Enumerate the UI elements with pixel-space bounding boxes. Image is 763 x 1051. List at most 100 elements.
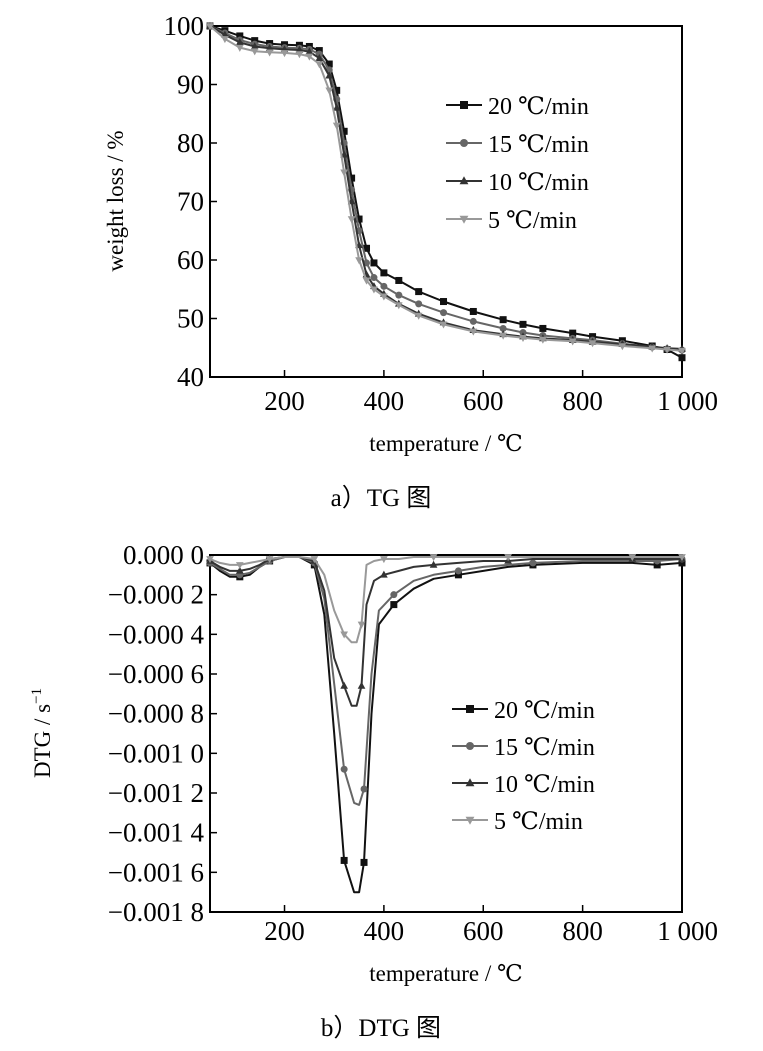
y-axis-label: weight loss / % (103, 130, 128, 271)
data-point (235, 38, 244, 46)
data-point (653, 561, 661, 569)
series-line (209, 556, 683, 894)
data-point (569, 329, 577, 337)
data-point (390, 601, 398, 609)
data-point (235, 44, 244, 52)
data-point (348, 174, 356, 182)
data-point (363, 244, 371, 252)
data-point (440, 298, 448, 306)
data-point (332, 103, 341, 111)
y-tick-label: −0.001 8 (108, 897, 204, 927)
legend-label: 20 ℃/min (488, 94, 589, 120)
plot-frame (209, 554, 683, 913)
series-line (209, 25, 683, 350)
data-point (429, 554, 438, 562)
y-tick-label: −0.000 4 (108, 619, 205, 649)
data-point (370, 286, 378, 294)
data-point (499, 332, 507, 340)
data-point (305, 53, 314, 61)
data-point (440, 309, 448, 317)
data-point (395, 276, 403, 284)
data-point (394, 302, 403, 310)
data-point (221, 36, 229, 44)
data-point (380, 570, 388, 578)
data-point (380, 293, 388, 301)
y-axis-label-superscript: −1 (29, 688, 45, 704)
data-point (628, 554, 637, 562)
data-point (370, 259, 378, 267)
legend-marker (459, 176, 469, 185)
data-point (454, 567, 462, 575)
y-tick-label: −0.000 6 (108, 659, 204, 689)
x-tick-label: 200 (264, 386, 305, 416)
y-tick-label: 90 (177, 70, 204, 100)
data-point (415, 288, 423, 296)
x-tick-label: 400 (364, 916, 405, 946)
legend-label: 10 ℃/min (494, 772, 595, 798)
data-point (265, 44, 274, 52)
y-tick-label: −0.000 2 (108, 580, 204, 610)
data-point (678, 554, 686, 562)
y-tick-label: 60 (177, 245, 204, 275)
data-point (340, 765, 348, 773)
data-point (469, 328, 478, 336)
x-tick-label: 200 (264, 916, 305, 946)
data-point (529, 559, 537, 567)
x-tick-label: 1 000 (657, 916, 718, 946)
data-point (370, 274, 378, 282)
data-point (340, 169, 348, 177)
data-point (340, 631, 348, 639)
data-point (315, 53, 324, 61)
legend: 20 ℃/min 15 ℃/min 10 ℃/min 5 ℃/min (452, 698, 595, 835)
data-point (568, 338, 577, 346)
data-point (360, 785, 368, 793)
data-point (295, 51, 304, 59)
x-tick-label: 600 (463, 916, 504, 946)
legend: 20 ℃/min 15 ℃/min 10 ℃/min 5 ℃/min (446, 94, 589, 234)
data-point (206, 556, 214, 564)
x-tick-label: 600 (463, 386, 504, 416)
data-point (499, 316, 507, 324)
data-point (315, 61, 324, 69)
data-point (355, 257, 363, 265)
data-point (469, 317, 477, 325)
data-point (519, 320, 527, 328)
y-tick-label: 80 (177, 128, 204, 158)
y-tick-label: −0.001 2 (108, 778, 204, 808)
series-line (209, 25, 683, 352)
y-axis-label-text: DTG / s (30, 704, 55, 778)
x-tick-label: 800 (562, 386, 603, 416)
data-point (355, 215, 363, 223)
data-point (504, 554, 512, 562)
x-axis-label: temperature / ℃ (369, 961, 522, 986)
y-axis-label-text: weight loss / % (103, 130, 128, 271)
data-point (618, 343, 627, 351)
data-point (315, 47, 323, 55)
data-point (362, 277, 371, 285)
data-point (414, 312, 423, 320)
data-point (390, 591, 398, 599)
series-line (209, 556, 682, 644)
chart-caption: b）DTG 图 (321, 1014, 441, 1042)
y-tick-label: −0.001 6 (108, 857, 204, 887)
y-tick-label: 40 (177, 362, 204, 392)
legend-marker (459, 215, 469, 224)
data-point (360, 858, 368, 866)
data-point (395, 291, 403, 299)
series-1 (206, 556, 686, 894)
data-point (265, 49, 274, 57)
legend-marker (466, 705, 474, 713)
legend-label: 10 ℃/min (488, 170, 589, 196)
data-point (380, 282, 388, 290)
data-point (250, 42, 259, 50)
data-point (539, 324, 547, 332)
legend-marker (465, 816, 475, 825)
data-point (678, 347, 686, 355)
y-tick-label: 100 (164, 11, 205, 41)
chart-panel-1: 40 50 60 70 80 90 100 200 400 600 800 1 000 20 ℃/min… (103, 11, 718, 512)
x-tick-label: 400 (364, 386, 405, 416)
chart-panel-2: 0.000 0 −0.000 2 −0.000 4 −0.000 6 −0.000 8 −… (29, 540, 718, 1042)
data-point (280, 50, 289, 58)
data-point (235, 566, 244, 574)
